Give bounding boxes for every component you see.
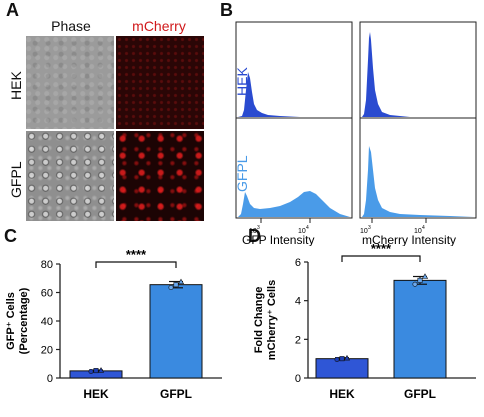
data-point [412, 281, 418, 287]
mcherry-image-gfpl [116, 131, 204, 221]
y-tick-label: 0 [295, 373, 301, 385]
data-point [168, 285, 174, 291]
data-point [97, 367, 105, 373]
gfp-histogram-frame [235, 21, 353, 219]
panel-label-d: D [248, 226, 261, 246]
row-label-hek-a: HEK [8, 71, 24, 100]
y-axis-label: Fold Change [253, 287, 265, 354]
data-point [334, 356, 340, 362]
category-label: GFPL [160, 387, 192, 401]
column-header-phase: Phase [51, 18, 91, 34]
category-label: HEK [329, 387, 355, 401]
y-tick-label: 4 [295, 296, 301, 308]
mcherry-histogram-frame [359, 21, 477, 219]
y-axis-label: GFP⁺ Cells [5, 292, 17, 350]
histogram-panel-b: 10 3 10 4 10 3 10 4 GFP Intensity mCherr… [235, 21, 477, 246]
gfp-gfpl-histogram [238, 191, 350, 217]
category-label: GFPL [404, 387, 436, 401]
data-point [173, 282, 179, 288]
phase-image-hek [26, 36, 114, 129]
y-tick-label: 80 [41, 259, 53, 271]
tick-label-exp: 4 [306, 225, 309, 231]
gfp-intensity-label: GFP Intensity [242, 233, 314, 246]
significance-stars: **** [126, 247, 147, 262]
data-point [88, 368, 94, 374]
significance-bracket [95, 261, 177, 268]
tick-label-base: 10 [360, 228, 368, 235]
y-axis-label: (Percentage) [18, 287, 30, 354]
row-label-gfpl-b: GFPL [234, 155, 250, 192]
bar [315, 358, 369, 379]
y-tick-label: 40 [41, 316, 53, 328]
y-tick-label: 0 [47, 373, 53, 385]
tick-label-exp: 3 [368, 225, 371, 231]
data-point [421, 273, 429, 279]
y-tick-label: 60 [41, 288, 53, 300]
y-tick-label: 2 [295, 334, 301, 346]
mcherry-hek-histogram [362, 32, 474, 117]
tick-label-exp: 3 [257, 225, 260, 231]
tick-label-exp: 4 [422, 225, 425, 231]
y-tick-label: 6 [295, 257, 301, 269]
data-point [93, 368, 99, 374]
y-tick-label: 20 [41, 345, 53, 357]
bar-chart-d: 0 2 4 6 Fold Change mCherry⁺ Cells HEK GFPL **** [253, 241, 476, 401]
data-point [417, 277, 423, 283]
panel-label-a: A [6, 0, 19, 20]
tick-label-base: 10 [414, 228, 422, 235]
tick-label-base: 10 [249, 228, 257, 235]
panel-label-c: C [4, 226, 17, 246]
panel-label-b: B [220, 0, 233, 20]
mcherry-intensity-label: mCherry Intensity [362, 233, 456, 246]
mcherry-gfpl-histogram [362, 146, 474, 217]
tick-label-base: 10 [298, 228, 306, 235]
significance-bracket [341, 255, 421, 262]
phase-image-gfpl [26, 131, 114, 221]
data-point [343, 354, 351, 361]
category-label: HEK [83, 387, 109, 401]
significance-stars: **** [371, 241, 392, 256]
bar [149, 284, 203, 379]
row-label-hek-b: HEK [234, 67, 250, 96]
mcherry-image-hek [116, 36, 204, 129]
data-point [177, 278, 185, 285]
y-axis-label: mCherry⁺ Cells [266, 280, 278, 360]
bar-chart-c: 0 20 40 60 80 GFP⁺ Cells (Percentage) HEK GFPL **… [5, 247, 222, 401]
bar [393, 279, 447, 379]
row-label-gfpl-a: GFPL [8, 161, 24, 198]
gfp-hek-histogram [238, 72, 350, 117]
column-header-mcherry: mCherry [132, 18, 186, 34]
data-point [339, 356, 345, 362]
